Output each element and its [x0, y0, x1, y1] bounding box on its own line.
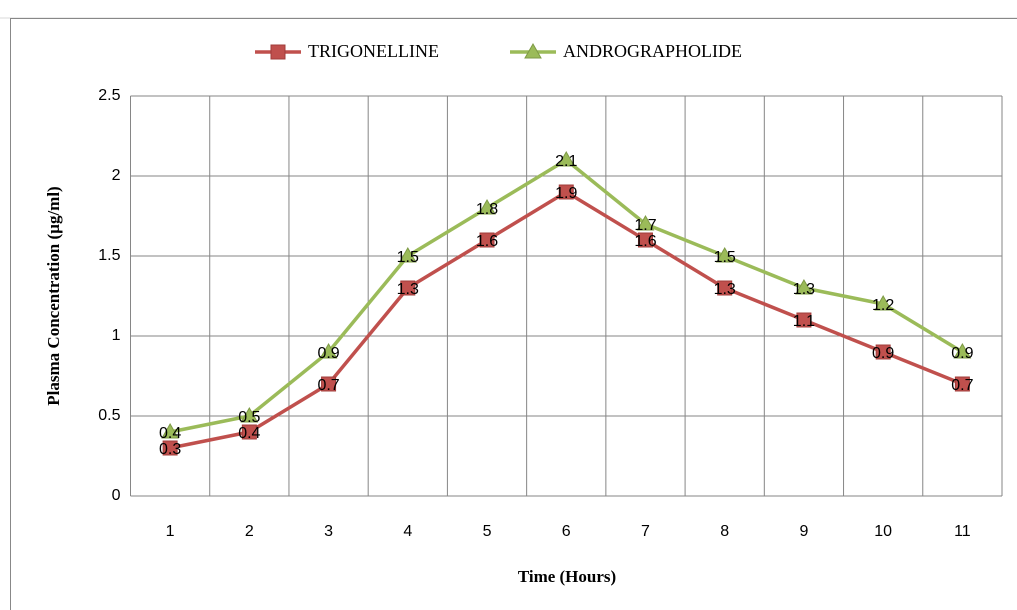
point-marker [796, 312, 812, 328]
point-marker [715, 246, 734, 263]
y-tick-label: 0.5 [98, 407, 120, 424]
data-label: 1.7 [634, 217, 656, 234]
point-marker [557, 150, 576, 167]
point-marker [162, 440, 178, 456]
data-label: 1.3 [397, 281, 419, 298]
point-marker [398, 246, 417, 263]
data-label: 0.4 [238, 425, 260, 442]
data-label: 1.5 [714, 249, 736, 266]
data-label: 2.1 [555, 153, 577, 170]
data-label: 0.5 [238, 409, 260, 426]
x-tick-label: 3 [324, 523, 333, 540]
x-tick-label: 6 [562, 523, 571, 540]
point-marker [874, 294, 893, 311]
data-label: 1.6 [634, 233, 656, 250]
data-label: 0.7 [951, 377, 973, 394]
legend-label: ANDROGRAPHOLIDE [563, 41, 742, 61]
x-tick-label: 8 [720, 523, 729, 540]
point-marker [478, 198, 496, 215]
chart-frame [10, 18, 1017, 610]
data-label: 0.9 [951, 345, 973, 362]
point-marker [636, 214, 655, 231]
y-axis-title: Plasma Concentration (µg/ml) [44, 186, 63, 405]
x-tick-label: 10 [874, 523, 892, 540]
x-tick-label: 5 [483, 523, 492, 540]
point-marker [321, 376, 337, 392]
data-label: 0.9 [872, 345, 894, 362]
y-tick-label: 1 [112, 327, 121, 344]
data-label: 1.9 [555, 185, 577, 202]
legend-marker [524, 42, 542, 59]
data-label: 1.1 [793, 313, 815, 330]
legend-label: TRIGONELLINE [308, 41, 439, 61]
x-tick-label: 7 [641, 523, 650, 540]
data-label: 1.6 [476, 233, 498, 250]
point-marker [637, 232, 653, 248]
data-label: 1.3 [793, 281, 815, 298]
point-marker [161, 422, 179, 439]
x-tick-label: 2 [245, 523, 254, 540]
data-label: 0.3 [159, 441, 181, 458]
point-marker [953, 342, 972, 359]
point-marker [558, 184, 574, 200]
y-tick-label: 2.5 [98, 87, 120, 104]
x-tick-label: 9 [799, 523, 808, 540]
x-tick-label: 4 [403, 523, 412, 540]
legend-marker [270, 44, 286, 60]
point-marker [241, 424, 257, 440]
x-axis-title: Time (Hours) [518, 567, 616, 586]
point-marker [240, 406, 259, 423]
x-tick-label: 11 [954, 523, 971, 540]
point-marker [319, 342, 338, 359]
point-marker [717, 280, 733, 296]
point-marker [954, 376, 970, 392]
y-tick-label: 0 [112, 487, 121, 504]
data-label: 1.5 [397, 249, 419, 266]
data-label: 0.7 [317, 377, 339, 394]
data-label: 0.4 [159, 425, 181, 442]
data-label: 1.3 [714, 281, 736, 298]
point-marker [400, 280, 416, 296]
data-label: 0.9 [317, 345, 339, 362]
point-marker [479, 232, 495, 248]
y-tick-label: 2 [112, 167, 121, 184]
point-marker [795, 278, 813, 295]
data-label: 1.2 [872, 297, 894, 314]
data-label: 1.8 [476, 201, 498, 218]
point-marker [875, 344, 891, 360]
y-tick-label: 1.5 [98, 247, 120, 264]
x-tick-label: 1 [166, 523, 175, 540]
